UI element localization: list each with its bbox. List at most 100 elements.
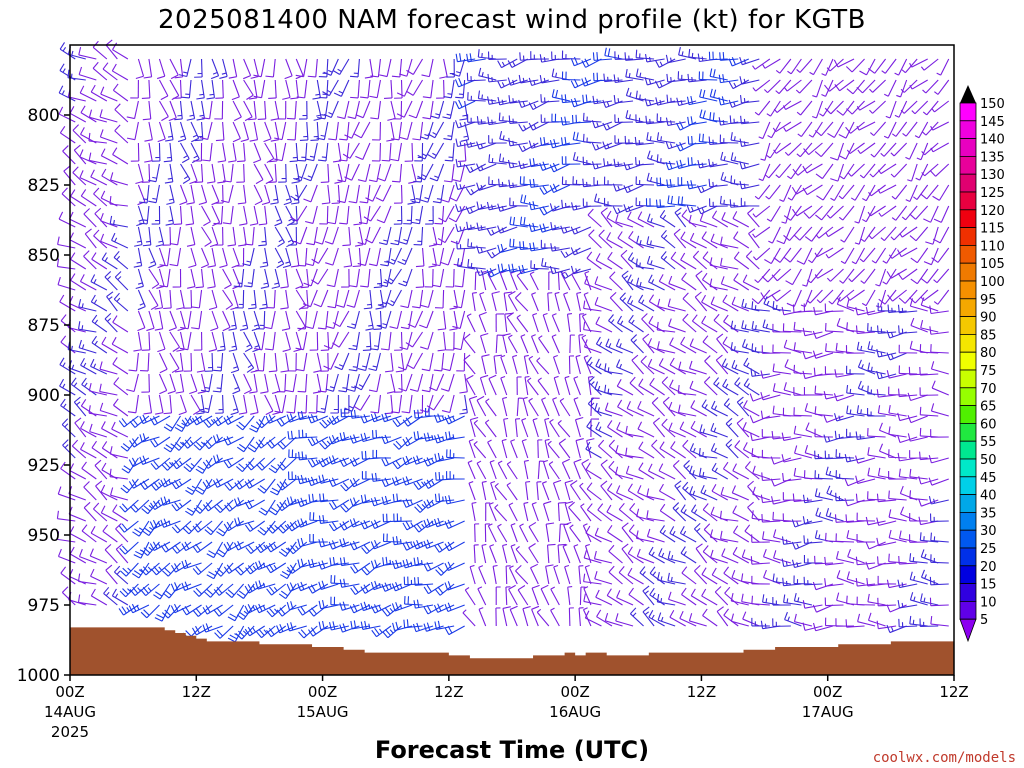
wind-barb [297, 474, 318, 485]
wind-barb [586, 356, 602, 375]
wind-barb [594, 297, 613, 312]
wind-barb [468, 481, 476, 501]
colorbar-swatch [959, 120, 977, 140]
wind-barb [689, 360, 707, 375]
wind-barb [372, 121, 382, 141]
wind-barb [130, 142, 140, 162]
wind-barb [608, 439, 623, 459]
wind-barb [548, 461, 560, 480]
wind-barb [212, 478, 234, 488]
wind-barb [495, 607, 501, 627]
colorbar-label: 5 [980, 613, 988, 628]
wind-barb [112, 147, 129, 165]
wind-barb [140, 583, 160, 597]
wind-barb [936, 58, 950, 76]
chart-title: 2025081400 NAM forecast wind profile (kt… [158, 5, 866, 35]
wind-barb [855, 431, 876, 440]
wind-barb [752, 465, 771, 480]
wind-barb [497, 523, 508, 543]
wind-barb [423, 518, 444, 529]
wind-barb [682, 439, 697, 459]
wind-barb [68, 506, 86, 522]
wind-barb [73, 144, 87, 165]
wind-barb [587, 397, 602, 417]
wind-barb [202, 604, 223, 615]
wind-barb [421, 373, 434, 393]
wind-barb [931, 380, 949, 396]
wind-barb [432, 268, 445, 288]
wind-barb [617, 315, 634, 333]
wind-barb [337, 163, 350, 183]
wind-barb [584, 610, 602, 627]
wind-barb [722, 378, 739, 396]
wind-barb [387, 100, 396, 121]
wind-barb [393, 205, 403, 225]
wind-barb [814, 121, 834, 137]
wind-barb [377, 163, 392, 182]
wind-barb [865, 306, 886, 316]
wind-barb [721, 212, 739, 228]
wind-barb [824, 597, 844, 607]
wind-barb [711, 483, 729, 501]
wind-barb [323, 58, 339, 76]
x-tick-date: 17AUG [802, 703, 854, 721]
wind-barb [885, 100, 897, 119]
wind-barb [928, 477, 949, 486]
wind-barb [730, 613, 749, 627]
wind-barb [642, 333, 655, 354]
wind-barb [932, 184, 950, 201]
wind-barb [365, 310, 374, 331]
wind-barb [232, 100, 242, 122]
wind-barb [413, 577, 434, 586]
wind-barb [100, 505, 118, 522]
wind-barb [731, 296, 749, 312]
wind-barb [898, 555, 918, 565]
wind-barb [838, 142, 855, 160]
wind-barb [417, 142, 434, 160]
wind-barb [427, 121, 445, 139]
wind-barb [909, 450, 928, 459]
wind-barb [214, 100, 224, 120]
wind-barb [497, 203, 518, 212]
wind-barb [457, 142, 467, 163]
wind-barb [486, 226, 507, 236]
wind-barb [857, 613, 876, 627]
wind-barb [503, 417, 509, 438]
wind-barb [765, 163, 781, 179]
wind-barb [73, 396, 87, 417]
wind-barb [615, 214, 634, 228]
wind-barb [760, 289, 781, 300]
wind-barb [468, 395, 478, 417]
wind-barb [420, 331, 434, 350]
colorbar-label: 120 [980, 204, 1005, 219]
wind-barb [891, 205, 908, 221]
wind-barb [540, 94, 560, 103]
wind-barb [350, 409, 370, 419]
wind-barb [423, 478, 444, 489]
wind-barb [602, 121, 623, 131]
wind-barb [318, 560, 339, 570]
wind-barb [568, 501, 581, 522]
wind-barb [280, 352, 290, 373]
wind-barb [647, 338, 665, 354]
wind-barb [501, 396, 508, 417]
wind-barb [508, 179, 528, 189]
wind-barb [855, 325, 876, 334]
wind-barb [835, 449, 855, 459]
wind-barb [613, 94, 634, 104]
wind-barb [230, 352, 240, 374]
wind-barb [523, 354, 529, 375]
wind-barb [845, 365, 865, 375]
wind-barb [763, 296, 781, 312]
wind-barb [542, 312, 550, 333]
wind-barb [846, 595, 865, 606]
wind-barb [751, 301, 770, 312]
wind-barb [878, 443, 897, 459]
wind-barb [648, 274, 665, 291]
wind-barb [380, 331, 392, 351]
wind-barb [576, 291, 582, 312]
wind-barb [897, 434, 918, 444]
wind-barb [452, 163, 466, 183]
wind-barb [234, 517, 255, 527]
wind-barb [760, 410, 781, 420]
